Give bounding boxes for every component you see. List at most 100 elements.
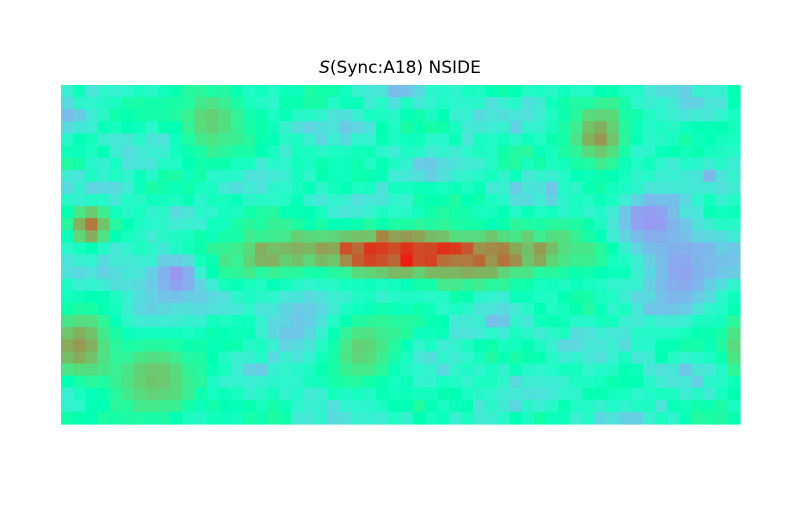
map-cell (364, 97, 377, 110)
map-cell (400, 278, 414, 292)
map-cell (388, 121, 402, 135)
map-cell (145, 375, 159, 389)
map-cell (533, 339, 547, 352)
map-cell (194, 121, 208, 135)
map-cell (388, 302, 402, 316)
map-cell (303, 399, 317, 413)
map-cell (449, 254, 462, 268)
map-cell (400, 121, 414, 135)
map-cell (327, 363, 341, 377)
map-cell (546, 85, 559, 98)
map-cell (679, 97, 693, 110)
map-cell (255, 218, 268, 231)
map-cell (291, 363, 305, 377)
map-cell (303, 411, 317, 425)
map-cell (364, 278, 377, 292)
map-cell (145, 254, 159, 268)
map-cell (546, 121, 559, 135)
map-cell (533, 121, 547, 135)
map-cell (218, 315, 232, 328)
map-cell (667, 363, 680, 377)
map-cell (85, 169, 98, 183)
map-cell (133, 375, 147, 389)
map-cell (291, 399, 305, 413)
map-cell (485, 315, 499, 328)
map-cell (352, 157, 365, 171)
map-cell (509, 181, 523, 195)
map-cell (424, 302, 438, 316)
map-cell (594, 121, 608, 135)
map-cell (546, 327, 559, 340)
map-cell (449, 157, 462, 171)
map-cell (521, 315, 535, 328)
map-cell (630, 351, 644, 365)
map-cell (364, 206, 377, 219)
map-cell (509, 339, 523, 352)
map-cell (206, 242, 220, 256)
map-cell (194, 157, 208, 171)
map-cell (497, 109, 511, 122)
map-cell (485, 363, 499, 377)
map-cell (473, 181, 486, 195)
map-cell (242, 145, 256, 159)
map-cell (61, 85, 74, 98)
map-cell (242, 327, 256, 340)
map-cell (291, 315, 305, 328)
map-cell (339, 302, 353, 316)
map-cell (655, 399, 668, 413)
map-cell (715, 218, 729, 231)
map-cell (158, 254, 171, 268)
map-cell (364, 363, 377, 377)
map-cell (424, 157, 438, 171)
map-cell (133, 302, 147, 316)
map-cell (727, 169, 741, 183)
map-cell (715, 254, 729, 268)
map-cell (643, 145, 656, 159)
map-cell (582, 387, 596, 401)
map-cell (509, 206, 523, 219)
map-cell (400, 133, 414, 147)
map-cell (655, 302, 668, 316)
map-cell (170, 230, 183, 243)
map-cell (182, 157, 195, 171)
map-cell (230, 193, 244, 207)
map-cell (570, 266, 583, 280)
map-cell (303, 302, 317, 316)
map-cell (691, 411, 705, 425)
map-cell (267, 85, 280, 98)
map-cell (376, 254, 389, 268)
map-cell (485, 169, 499, 183)
map-cell (643, 97, 656, 110)
map-cell (315, 193, 329, 207)
map-cell (242, 278, 256, 292)
map-cell (242, 254, 256, 268)
map-cell (218, 157, 232, 171)
map-cell (242, 387, 256, 401)
map-cell (145, 157, 159, 171)
map-cell (109, 351, 123, 365)
map-cell (655, 242, 668, 256)
map-cell (630, 278, 644, 292)
map-cell (158, 85, 171, 98)
map-cell (97, 339, 111, 352)
map-cell (727, 206, 741, 219)
map-cell (279, 169, 292, 183)
map-cell (497, 193, 511, 207)
map-cell (255, 315, 268, 328)
map-cell (485, 97, 499, 110)
map-cell (255, 266, 268, 280)
map-cell (582, 290, 596, 304)
map-cell (158, 387, 171, 401)
map-cell (364, 327, 377, 340)
map-cell (715, 157, 729, 171)
map-cell (158, 411, 171, 425)
map-cell (558, 97, 571, 110)
map-cell (473, 121, 486, 135)
map-cell (533, 327, 547, 340)
map-cell (279, 193, 292, 207)
map-cell (582, 411, 596, 425)
map-cell (412, 85, 426, 98)
map-cell (327, 266, 341, 280)
map-cell (436, 121, 450, 135)
map-cell (691, 145, 705, 159)
